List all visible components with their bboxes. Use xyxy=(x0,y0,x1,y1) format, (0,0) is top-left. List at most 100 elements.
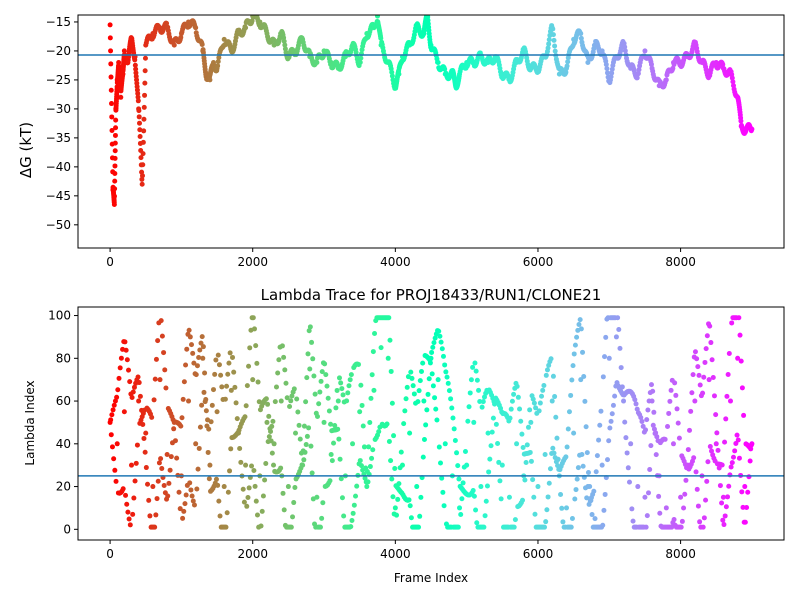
lambda-point xyxy=(522,477,528,483)
lambda-point xyxy=(228,387,234,393)
lambda-point xyxy=(571,351,577,357)
lambda-point xyxy=(340,392,346,398)
lambda-point xyxy=(610,402,616,408)
lambda-point xyxy=(303,442,309,448)
lambda-point xyxy=(613,334,619,340)
dg-point xyxy=(140,139,146,145)
lambda-point xyxy=(136,398,142,404)
lambda-point xyxy=(282,367,288,373)
lambda-point xyxy=(665,423,671,429)
dg-point xyxy=(243,25,249,31)
lambda-point xyxy=(174,455,180,461)
lambda-point xyxy=(450,415,456,421)
dg-x-ticks: 0 2000 4000 6000 8000 xyxy=(106,248,696,269)
lambda-point xyxy=(398,449,404,455)
lambda-point xyxy=(474,377,480,383)
lambda-point xyxy=(565,426,571,432)
lambda-point xyxy=(633,401,639,407)
lambda-point xyxy=(507,415,513,421)
lambda-point xyxy=(269,450,275,456)
lambda-point xyxy=(428,355,434,361)
lambda-point xyxy=(722,513,728,519)
lambda-point xyxy=(533,405,539,411)
lambda-point xyxy=(180,396,186,402)
lambda-point xyxy=(358,463,364,469)
lambda-point xyxy=(576,322,582,328)
lambda-point xyxy=(365,479,371,485)
lambda-point xyxy=(670,441,676,447)
lambda-point xyxy=(191,502,197,508)
lambda-point xyxy=(477,398,483,404)
lambda-point xyxy=(668,387,674,393)
lambda-point xyxy=(201,389,207,395)
lambda-point xyxy=(378,345,384,351)
lambda-point xyxy=(154,496,160,502)
lambda-point xyxy=(707,323,713,329)
lambda-point xyxy=(177,506,183,512)
lambda-point xyxy=(484,483,490,489)
lambda-point xyxy=(571,430,577,436)
dg-point xyxy=(603,62,609,68)
lambda-point xyxy=(439,346,445,352)
lambda-point xyxy=(361,444,367,450)
lambda-point xyxy=(558,491,564,497)
lambda-point xyxy=(488,443,494,449)
lambda-point xyxy=(690,372,696,378)
lambda-point xyxy=(124,357,130,363)
lambda-point xyxy=(732,448,738,454)
lambda-point xyxy=(689,390,695,396)
lambda-point xyxy=(336,436,342,442)
lambda-y-tick-label: 80 xyxy=(56,351,71,365)
lambda-point xyxy=(231,369,237,375)
dg-point xyxy=(389,73,395,79)
lambda-point xyxy=(728,464,734,470)
lambda-x-tick-label: 8000 xyxy=(665,547,696,561)
dg-point xyxy=(578,31,584,37)
lambda-point xyxy=(255,379,261,385)
lambda-point xyxy=(551,450,557,456)
lambda-point xyxy=(591,488,597,494)
lambda-point xyxy=(200,355,206,361)
lambda-point xyxy=(227,350,233,356)
lambda-point xyxy=(568,392,574,398)
lambda-point xyxy=(594,453,600,459)
lambda-point xyxy=(723,504,729,510)
lambda-point xyxy=(368,395,374,401)
lambda-point xyxy=(166,480,172,486)
dg-point xyxy=(622,44,628,50)
lambda-point xyxy=(523,459,529,465)
lambda-point xyxy=(675,420,681,426)
lambda-point xyxy=(431,340,437,346)
lambda-point xyxy=(648,443,654,449)
dg-y-tick-label: −15 xyxy=(46,15,71,29)
lambda-point xyxy=(476,387,482,393)
dg-point xyxy=(257,19,263,25)
dg-x-tick-label: 8000 xyxy=(665,255,696,269)
lambda-point xyxy=(554,435,560,441)
lambda-point xyxy=(467,390,473,396)
lambda-point xyxy=(353,493,359,499)
lambda-point xyxy=(739,489,745,495)
lambda-point xyxy=(307,366,313,372)
lambda-point xyxy=(726,350,732,356)
lambda-point xyxy=(364,484,370,490)
lambda-point xyxy=(317,389,323,395)
lambda-point xyxy=(696,372,702,378)
lambda-point xyxy=(216,362,222,368)
lambda-point xyxy=(726,483,732,489)
lambda-point xyxy=(241,499,247,505)
dg-y-tick-label: −20 xyxy=(46,44,71,58)
lambda-point xyxy=(314,494,320,500)
lambda-point xyxy=(349,517,355,523)
lambda-point xyxy=(312,391,318,397)
dg-point xyxy=(139,181,145,187)
lambda-point xyxy=(653,430,659,436)
lambda-point xyxy=(222,396,228,402)
lambda-point xyxy=(541,383,547,389)
lambda-point xyxy=(721,522,727,528)
lambda-point xyxy=(403,396,409,402)
lambda-point xyxy=(130,389,136,395)
lambda-point xyxy=(584,495,590,501)
lambda-point xyxy=(108,417,114,423)
lambda-point xyxy=(111,402,117,408)
